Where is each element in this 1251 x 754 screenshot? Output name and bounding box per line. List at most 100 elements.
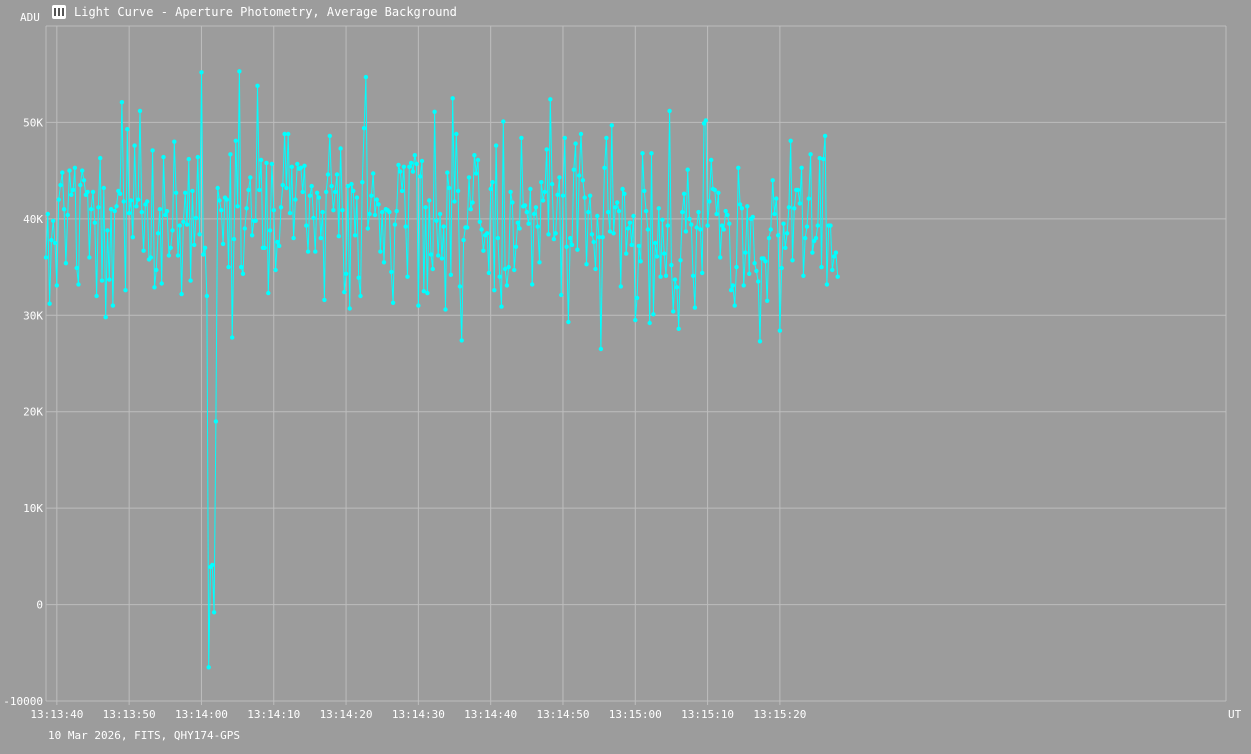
data-point bbox=[629, 242, 634, 248]
data-point bbox=[763, 259, 768, 264]
data-point bbox=[333, 189, 338, 195]
data-point bbox=[226, 264, 231, 270]
data-point bbox=[596, 235, 602, 240]
data-point bbox=[392, 222, 398, 227]
data-point bbox=[445, 170, 450, 175]
data-point bbox=[419, 158, 425, 164]
data-point bbox=[607, 229, 613, 234]
data-point bbox=[107, 277, 112, 282]
data-point bbox=[211, 610, 217, 615]
series-line bbox=[45, 71, 839, 668]
data-point bbox=[582, 195, 587, 200]
data-point bbox=[730, 283, 736, 288]
data-point bbox=[461, 237, 466, 243]
data-point bbox=[316, 195, 322, 200]
data-point bbox=[736, 165, 741, 170]
data-point bbox=[624, 251, 629, 256]
data-point bbox=[258, 157, 264, 163]
data-point bbox=[394, 208, 399, 214]
data-point bbox=[441, 224, 446, 229]
data-point bbox=[571, 167, 576, 172]
data-point bbox=[103, 315, 108, 320]
data-point bbox=[112, 208, 117, 214]
data-point bbox=[161, 154, 166, 160]
data-point bbox=[575, 247, 580, 252]
data-point bbox=[795, 187, 801, 193]
y-axis-label: ADU bbox=[20, 11, 40, 24]
data-point bbox=[683, 229, 689, 234]
data-point bbox=[700, 270, 705, 276]
data-point bbox=[499, 304, 504, 309]
data-point bbox=[432, 109, 437, 115]
data-point bbox=[89, 207, 94, 212]
data-point bbox=[282, 131, 287, 137]
data-point bbox=[609, 123, 614, 128]
data-point bbox=[139, 209, 144, 215]
data-point bbox=[401, 164, 407, 169]
data-point bbox=[425, 290, 430, 296]
data-point bbox=[423, 205, 428, 210]
data-point bbox=[475, 157, 481, 163]
data-point bbox=[727, 221, 732, 226]
data-point bbox=[257, 187, 262, 193]
data-point bbox=[264, 160, 269, 166]
data-point bbox=[555, 192, 560, 197]
data-point bbox=[537, 260, 542, 265]
data-point bbox=[577, 173, 582, 178]
data-point bbox=[414, 161, 419, 167]
data-point bbox=[530, 282, 535, 287]
data-point bbox=[714, 211, 719, 217]
data-point bbox=[262, 245, 267, 250]
data-point bbox=[219, 208, 224, 213]
data-point bbox=[345, 183, 351, 189]
data-point bbox=[253, 218, 258, 223]
data-point bbox=[235, 204, 240, 209]
data-point bbox=[756, 279, 761, 284]
data-point bbox=[687, 216, 692, 222]
data-point bbox=[551, 236, 557, 242]
data-point bbox=[410, 169, 416, 174]
data-point bbox=[436, 253, 441, 258]
data-point bbox=[356, 275, 361, 280]
data-point bbox=[719, 223, 725, 228]
data-point bbox=[804, 224, 810, 229]
data-point bbox=[159, 281, 164, 286]
data-point bbox=[450, 96, 455, 101]
data-point bbox=[233, 138, 238, 143]
data-point bbox=[642, 188, 647, 194]
data-point bbox=[515, 220, 520, 225]
data-point bbox=[481, 248, 486, 253]
data-point bbox=[786, 205, 792, 210]
data-point bbox=[193, 215, 199, 221]
data-point bbox=[80, 168, 85, 173]
data-point bbox=[600, 235, 605, 240]
data-point bbox=[134, 204, 139, 209]
data-point bbox=[239, 264, 244, 270]
data-point bbox=[347, 306, 352, 311]
data-point bbox=[734, 264, 739, 270]
x-tick-label: 13:14:10 bbox=[247, 708, 300, 721]
data-point bbox=[455, 188, 461, 194]
data-point bbox=[647, 320, 652, 326]
data-point bbox=[396, 162, 401, 168]
data-point bbox=[696, 209, 701, 215]
data-point bbox=[452, 199, 457, 204]
data-point bbox=[519, 135, 524, 141]
x-tick-label: 13:14:20 bbox=[320, 708, 373, 721]
data-point bbox=[325, 172, 331, 177]
data-point bbox=[117, 191, 123, 196]
data-point bbox=[488, 186, 493, 192]
data-point bbox=[645, 227, 651, 232]
data-point bbox=[427, 198, 432, 203]
data-point bbox=[195, 154, 200, 160]
y-tick-label: 0 bbox=[36, 599, 43, 612]
data-point bbox=[634, 295, 640, 301]
data-point bbox=[643, 208, 649, 214]
data-point bbox=[329, 183, 334, 189]
data-point bbox=[640, 151, 645, 156]
data-point bbox=[407, 164, 412, 169]
data-point bbox=[173, 190, 179, 195]
data-point bbox=[685, 167, 690, 172]
data-point bbox=[721, 227, 726, 232]
